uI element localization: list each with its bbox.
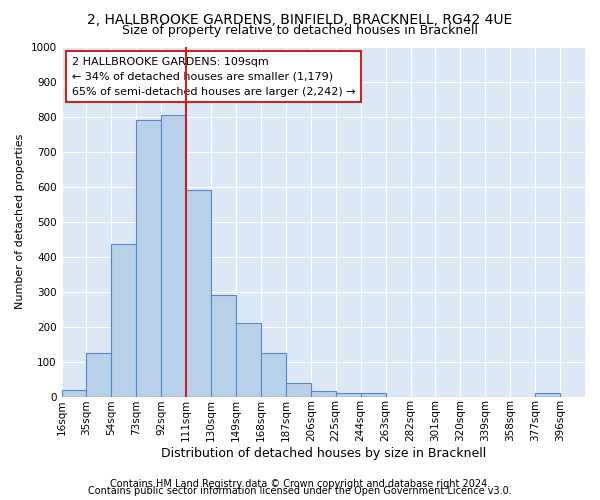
Text: 2, HALLBROOKE GARDENS, BINFIELD, BRACKNELL, RG42 4UE: 2, HALLBROOKE GARDENS, BINFIELD, BRACKNE…	[88, 12, 512, 26]
Text: Contains public sector information licensed under the Open Government Licence v3: Contains public sector information licen…	[88, 486, 512, 496]
Text: Size of property relative to detached houses in Bracknell: Size of property relative to detached ho…	[122, 24, 478, 37]
Bar	[161, 115, 186, 396]
Y-axis label: Number of detached properties: Number of detached properties	[15, 134, 25, 309]
Bar	[86, 353, 112, 397]
Bar	[286, 382, 311, 396]
Bar	[211, 295, 236, 396]
Text: 2 HALLBROOKE GARDENS: 109sqm
← 34% of detached houses are smaller (1,179)
65% of: 2 HALLBROOKE GARDENS: 109sqm ← 34% of de…	[72, 57, 356, 96]
Bar	[62, 390, 86, 396]
Bar	[311, 392, 336, 396]
Bar	[236, 323, 261, 396]
Bar	[112, 244, 136, 396]
Text: Contains HM Land Registry data © Crown copyright and database right 2024.: Contains HM Land Registry data © Crown c…	[110, 479, 490, 489]
Bar	[136, 120, 161, 396]
Bar	[186, 190, 211, 396]
X-axis label: Distribution of detached houses by size in Bracknell: Distribution of detached houses by size …	[161, 447, 486, 460]
Bar	[336, 393, 361, 396]
Bar	[361, 393, 386, 396]
Bar	[535, 393, 560, 396]
Bar	[261, 353, 286, 397]
